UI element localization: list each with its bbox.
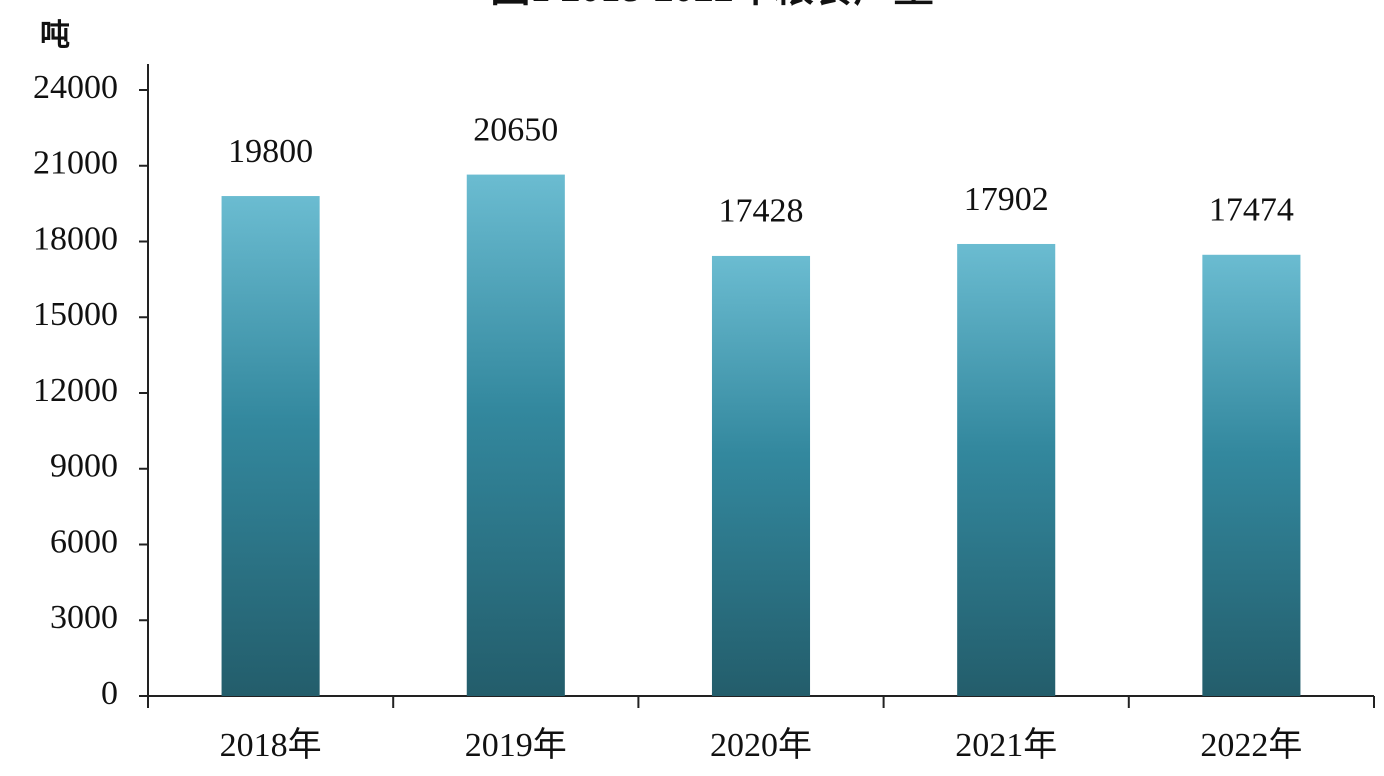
y-tick-label: 15000	[33, 296, 118, 333]
data-label: 17474	[1209, 192, 1294, 229]
data-label: 20650	[473, 111, 558, 148]
bar	[466, 174, 565, 696]
y-tick-label: 3000	[50, 599, 118, 636]
bar	[221, 196, 320, 697]
y-tick-label: 6000	[50, 523, 118, 560]
y-tick-label: 12000	[33, 372, 118, 409]
chart-title: 图1 2018-2022年粮食产量	[490, 0, 933, 10]
x-tick-label: 2018年	[220, 726, 322, 764]
bar	[957, 243, 1056, 697]
x-tick-label: 2020年	[710, 726, 812, 764]
y-tick-label: 9000	[50, 448, 118, 485]
data-label: 19800	[228, 133, 313, 170]
x-tick-label: 2021年	[955, 726, 1057, 764]
data-label: 17902	[964, 181, 1049, 218]
y-tick-label: 0	[101, 675, 118, 712]
data-label: 17428	[719, 193, 804, 230]
bar	[711, 255, 811, 696]
bar	[1202, 254, 1301, 696]
y-tick-label: 21000	[33, 145, 118, 182]
y-axis-label: 吨	[40, 19, 70, 52]
y-tick-label: 24000	[33, 69, 118, 106]
y-tick-label: 18000	[33, 220, 118, 257]
x-tick-label: 2019年	[465, 726, 567, 764]
x-tick-label: 2022年	[1200, 726, 1302, 764]
